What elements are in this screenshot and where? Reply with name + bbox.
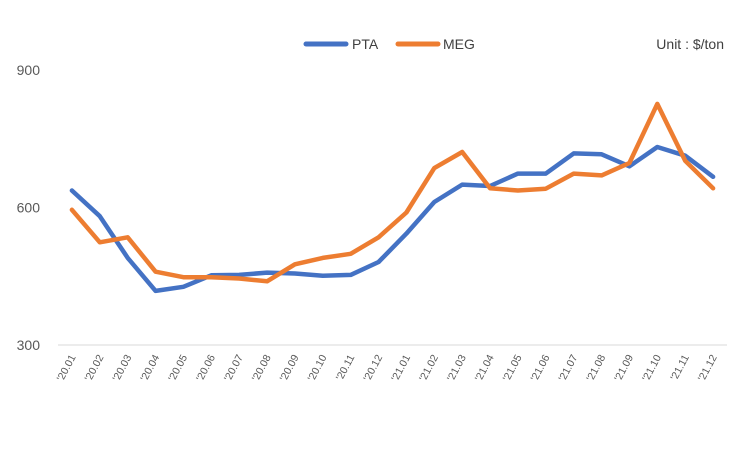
x-tick-label: '20.01 <box>55 353 79 384</box>
x-tick-label: '21.12 <box>696 353 720 384</box>
x-tick-label: '21.11 <box>668 353 692 383</box>
x-tick-label: '21.03 <box>445 353 469 384</box>
y-tick-label: 600 <box>17 200 41 216</box>
x-tick-label: '20.03 <box>110 353 134 384</box>
legend-label-meg: MEG <box>443 36 475 52</box>
legend: PTA MEG <box>303 36 475 52</box>
y-axis-ticks: 300 600 900 <box>17 62 41 353</box>
legend-label-pta: PTA <box>352 36 379 52</box>
x-tick-label: '20.11 <box>334 353 358 383</box>
x-tick-label: '20.09 <box>278 353 302 384</box>
x-tick-label: '20.05 <box>166 353 190 384</box>
x-tick-label: '20.07 <box>222 353 246 384</box>
x-axis-ticks: '20.01'20.02'20.03'20.04'20.05'20.06'20.… <box>55 353 720 384</box>
series-line-pta <box>69 144 716 294</box>
unit-label: Unit : $/ton <box>656 36 724 52</box>
x-tick-label: '20.10 <box>306 353 330 384</box>
x-tick-label: '21.06 <box>529 353 553 384</box>
series-line-meg <box>69 101 716 284</box>
x-tick-label: '20.06 <box>194 353 218 384</box>
series-lines <box>69 101 716 294</box>
x-tick-label: '21.02 <box>417 353 441 384</box>
x-tick-label: '21.09 <box>612 353 636 384</box>
y-tick-label: 300 <box>17 337 41 353</box>
x-tick-label: '20.02 <box>83 353 107 384</box>
x-tick-label: '20.12 <box>361 353 385 384</box>
x-tick-label: '21.05 <box>501 353 525 384</box>
x-tick-label: '20.08 <box>250 353 274 384</box>
x-tick-label: '21.04 <box>473 353 497 384</box>
x-tick-label: '21.08 <box>584 353 608 384</box>
y-tick-label: 900 <box>17 62 41 78</box>
x-tick-label: '20.04 <box>138 353 162 384</box>
x-tick-label: '21.01 <box>389 353 413 384</box>
x-tick-label: '21.10 <box>640 353 664 384</box>
x-tick-label: '21.07 <box>556 353 580 384</box>
